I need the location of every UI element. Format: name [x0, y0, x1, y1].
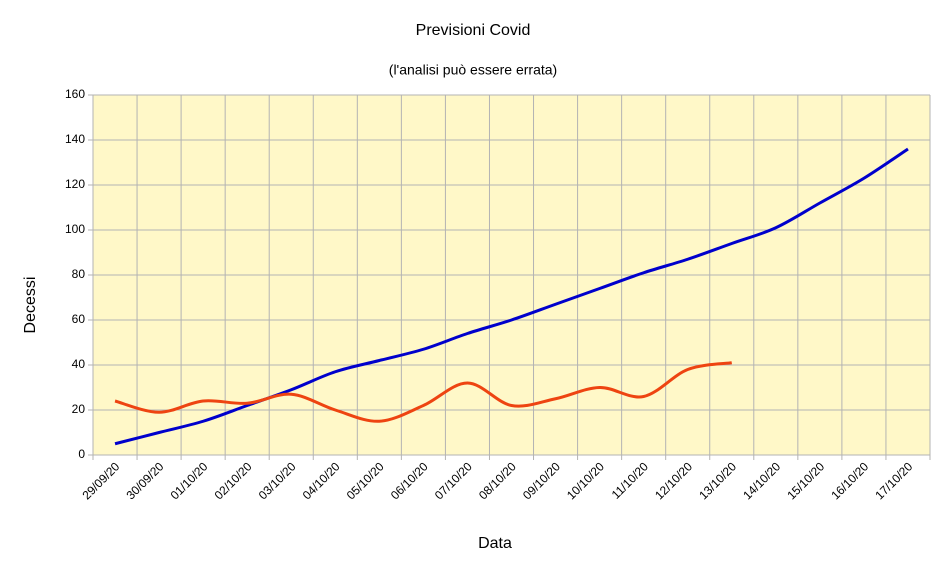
series-line: [114, 147, 909, 446]
series-line: [114, 361, 732, 423]
x-tick-label: 04/10/20: [300, 459, 343, 502]
x-tick-label: 02/10/20: [212, 459, 255, 502]
x-tick-label: 12/10/20: [652, 459, 695, 502]
x-tick-label: 29/09/20: [79, 459, 122, 502]
x-tick-label: 10/10/20: [564, 459, 607, 502]
x-tick-label: 11/10/20: [609, 459, 652, 502]
x-tick-label: 03/10/20: [256, 459, 299, 502]
y-tick-label: 40: [72, 357, 86, 371]
x-tick-label: 13/10/20: [696, 459, 739, 502]
y-tick-label: 120: [65, 177, 85, 191]
x-tick-label: 14/10/20: [740, 459, 783, 502]
x-axis-label: Data: [478, 535, 512, 552]
y-tick-label: 140: [65, 132, 85, 146]
x-tick-label: 15/10/20: [784, 459, 827, 502]
y-axis-label: Decessi: [22, 277, 39, 334]
x-tick-label: 08/10/20: [476, 459, 519, 502]
y-tick-label: 0: [78, 447, 85, 461]
y-tick-label: 160: [65, 87, 85, 101]
y-tick-label: 100: [65, 222, 85, 236]
y-tick-label: 20: [72, 402, 86, 416]
y-tick-label: 80: [72, 267, 86, 281]
x-tick-label: 05/10/20: [344, 459, 387, 502]
x-tick-label: 17/10/20: [872, 459, 915, 502]
x-tick-label: 30/09/20: [124, 459, 167, 502]
chart-title: Previsioni Covid: [416, 22, 531, 39]
y-tick-label: 60: [72, 312, 86, 326]
x-tick-label: 01/10/20: [168, 459, 211, 502]
x-tick-label: 07/10/20: [432, 459, 475, 502]
x-tick-label: 16/10/20: [828, 459, 871, 502]
chart-subtitle: (l'analisi può essere errata): [389, 62, 557, 78]
x-tick-label: 06/10/20: [388, 459, 431, 502]
x-tick-label: 09/10/20: [520, 459, 563, 502]
